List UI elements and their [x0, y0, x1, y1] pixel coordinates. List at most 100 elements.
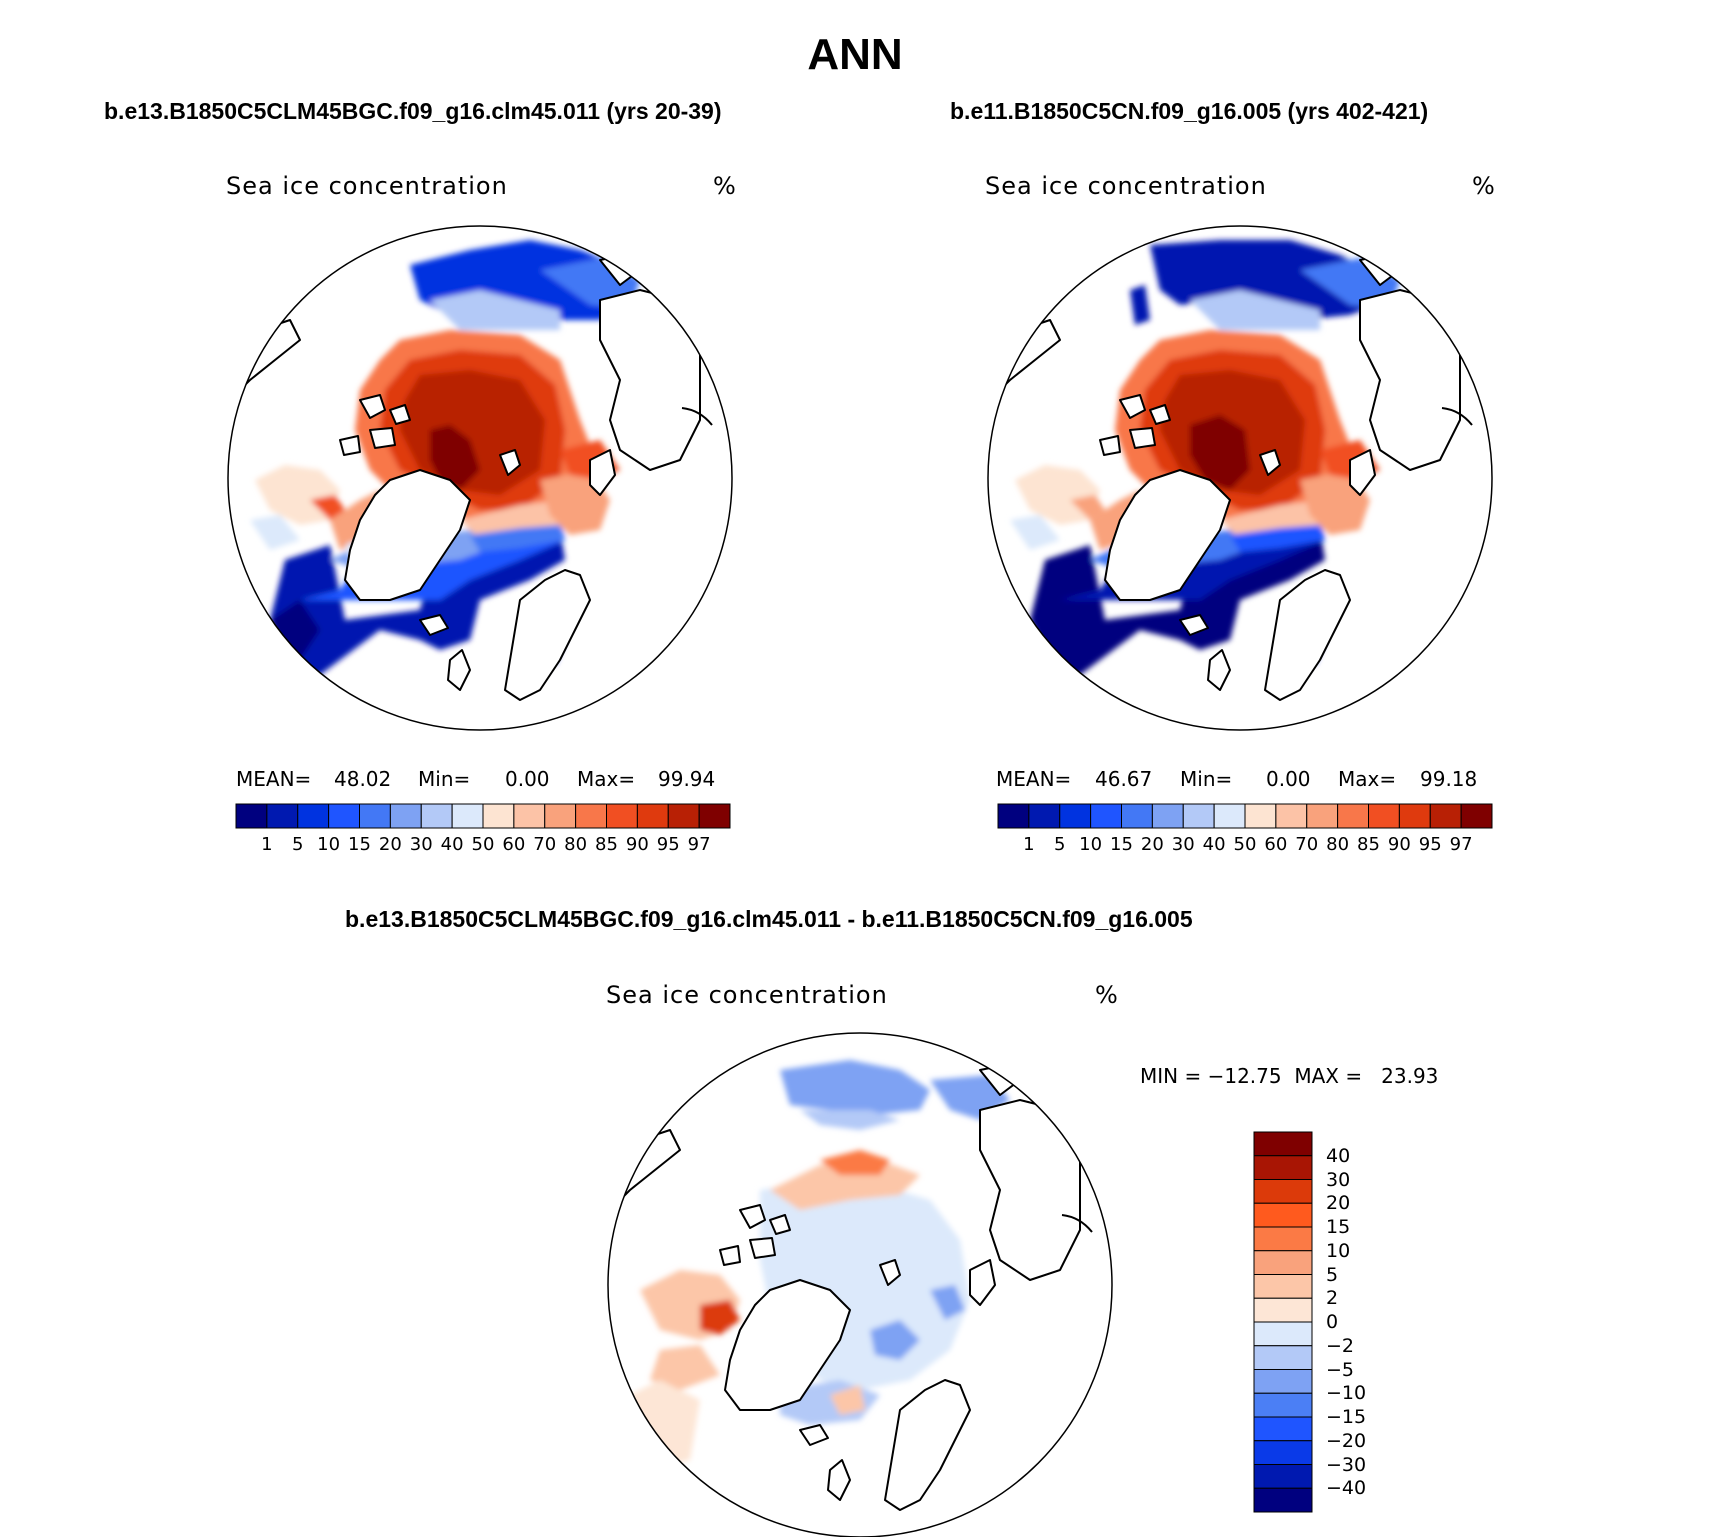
diff-polar-map [608, 1033, 1112, 1537]
left-colorbar-swatch [451, 803, 484, 829]
left-colorbar-swatch [420, 803, 453, 829]
right-polar-map [988, 226, 1492, 730]
right-map-border [987, 225, 1493, 731]
left-colorbar-swatch [389, 803, 422, 829]
diff-field-label: Sea ice concentration [606, 981, 888, 1009]
right-colorbar-swatch [1337, 803, 1369, 829]
right-mean-label: MEAN= [996, 767, 1072, 791]
left-mean-label: MEAN= [236, 767, 312, 791]
diff-colorbar-tick-label: −30 [1326, 1453, 1367, 1476]
right-colorbar-swatch [997, 803, 1030, 829]
right-colorbar-swatch [1059, 803, 1092, 829]
left-colorbar-tick-label: 95 [656, 834, 680, 855]
right-colorbar-swatch [1182, 803, 1215, 829]
right-colorbar-tick-label: 50 [1233, 834, 1257, 855]
left-case-title: b.e13.B1850C5CLM45BGC.f09_g16.clm45.011 … [104, 98, 722, 124]
diff-colorbar-swatch [1253, 1487, 1313, 1513]
right-mean-value: 46.67 [1095, 767, 1153, 791]
main-title: ANN [807, 30, 903, 79]
right-colorbar-tick-label: 10 [1079, 834, 1103, 855]
diff-colorbar-tick-label: −40 [1326, 1477, 1367, 1500]
diff-map-border [607, 1032, 1113, 1537]
left-colorbar-swatch [482, 803, 515, 829]
right-colorbar-tick-label: 90 [1387, 834, 1411, 855]
left-colorbar-tick-label: 10 [317, 834, 341, 855]
left-max-label: Max= [577, 767, 636, 791]
left-field-label: Sea ice concentration [226, 172, 508, 200]
left-colorbar-swatch [544, 803, 577, 829]
right-colorbar-swatch [1306, 803, 1339, 829]
left-colorbar-tick-label: 80 [564, 834, 588, 855]
right-colorbar-swatch [1090, 803, 1122, 829]
left-colorbar-swatch [297, 803, 330, 829]
diff-colorbar-tick-label: −10 [1326, 1382, 1367, 1405]
diff-colorbar-swatch [1253, 1155, 1313, 1180]
diff-case-title: b.e13.B1850C5CLM45BGC.f09_g16.clm45.011 … [345, 906, 1193, 932]
diff-colorbar [1253, 1131, 1313, 1513]
left-max-value: 99.94 [658, 767, 716, 791]
right-min-label: Min= [1180, 767, 1233, 791]
diff-colorbar-swatch [1253, 1392, 1313, 1418]
right-colorbar-tick-label: 97 [1449, 834, 1473, 855]
diff-colorbar-swatch [1253, 1464, 1313, 1489]
diff-colorbar-swatch [1253, 1416, 1313, 1442]
diff-colorbar-swatch [1253, 1226, 1313, 1252]
right-case-title: b.e11.B1850C5CN.f09_g16.005 (yrs 402-421… [950, 98, 1429, 124]
right-max-label: Max= [1338, 767, 1397, 791]
left-colorbar-tick-label: 70 [533, 834, 557, 855]
left-colorbar-tick-label: 50 [471, 834, 495, 855]
left-colorbar-tick-label: 60 [502, 834, 526, 855]
left-colorbar-swatch [328, 803, 360, 829]
right-colorbar-swatch [1213, 803, 1246, 829]
left-min-label: Min= [418, 767, 471, 791]
right-colorbar-swatch [1244, 803, 1277, 829]
diff-colorbar-swatch [1253, 1297, 1313, 1323]
diff-colorbar-tick-label: −2 [1326, 1334, 1355, 1357]
right-colorbar-tick-label: 85 [1357, 834, 1380, 855]
diff-colorbar-swatch [1253, 1369, 1313, 1394]
right-field-label: Sea ice concentration [985, 172, 1267, 200]
diff-colorbar-tick-label: 10 [1326, 1239, 1351, 1262]
diff-colorbar-tick-label: −5 [1326, 1358, 1355, 1381]
left-colorbar-swatch [636, 803, 669, 829]
left-colorbar-swatch [698, 803, 731, 829]
left-colorbar [235, 803, 731, 829]
left-colorbar-tick-label: 90 [625, 834, 649, 855]
diff-colorbar-tick-label: 2 [1326, 1287, 1339, 1310]
left-units-label: % [713, 172, 737, 200]
diff-units-label: % [1095, 981, 1119, 1009]
left-colorbar-swatch [266, 803, 299, 829]
diff-colorbar-swatch [1253, 1250, 1313, 1275]
right-colorbar-tick-label: 95 [1418, 834, 1442, 855]
diff-colorbar-tick-label: −20 [1326, 1429, 1367, 1452]
right-colorbar-tick-label: 70 [1295, 834, 1319, 855]
right-colorbar [997, 803, 1493, 829]
right-colorbar-tick-label: 20 [1140, 834, 1164, 855]
left-map-border [227, 225, 733, 731]
diff-colorbar-swatch [1253, 1202, 1313, 1228]
left-colorbar-swatch [359, 803, 391, 829]
right-colorbar-swatch [1429, 803, 1462, 829]
diff-colorbar-swatch [1253, 1345, 1313, 1370]
left-colorbar-swatch [513, 803, 546, 829]
diff-colorbar-tick-label: 15 [1326, 1216, 1351, 1238]
left-colorbar-tick-label: 15 [348, 834, 371, 855]
left-colorbar-tick-label: 40 [440, 834, 464, 855]
left-mean-value: 48.02 [334, 767, 392, 791]
diff-colorbar-swatch [1253, 1179, 1313, 1204]
diff-colorbar-tick-label: 20 [1326, 1192, 1351, 1215]
right-colorbar-tick-label: 30 [1171, 834, 1195, 855]
left-colorbar-tick-label: 97 [687, 834, 711, 855]
left-colorbar-tick-label: 30 [409, 834, 433, 855]
right-colorbar-tick-label: 15 [1110, 834, 1133, 855]
diff-colorbar-tick-label: −15 [1326, 1406, 1367, 1428]
right-colorbar-tick-label: 5 [1054, 834, 1066, 855]
diff-colorbar-swatch [1253, 1321, 1313, 1347]
left-min-value: 0.00 [505, 767, 550, 791]
left-colorbar-swatch [575, 803, 607, 829]
left-colorbar-tick-label: 20 [378, 834, 402, 855]
diff-colorbar-tick-label: 5 [1326, 1263, 1339, 1286]
left-colorbar-tick-label: 5 [292, 834, 304, 855]
diff-colorbar-swatch [1253, 1274, 1313, 1299]
